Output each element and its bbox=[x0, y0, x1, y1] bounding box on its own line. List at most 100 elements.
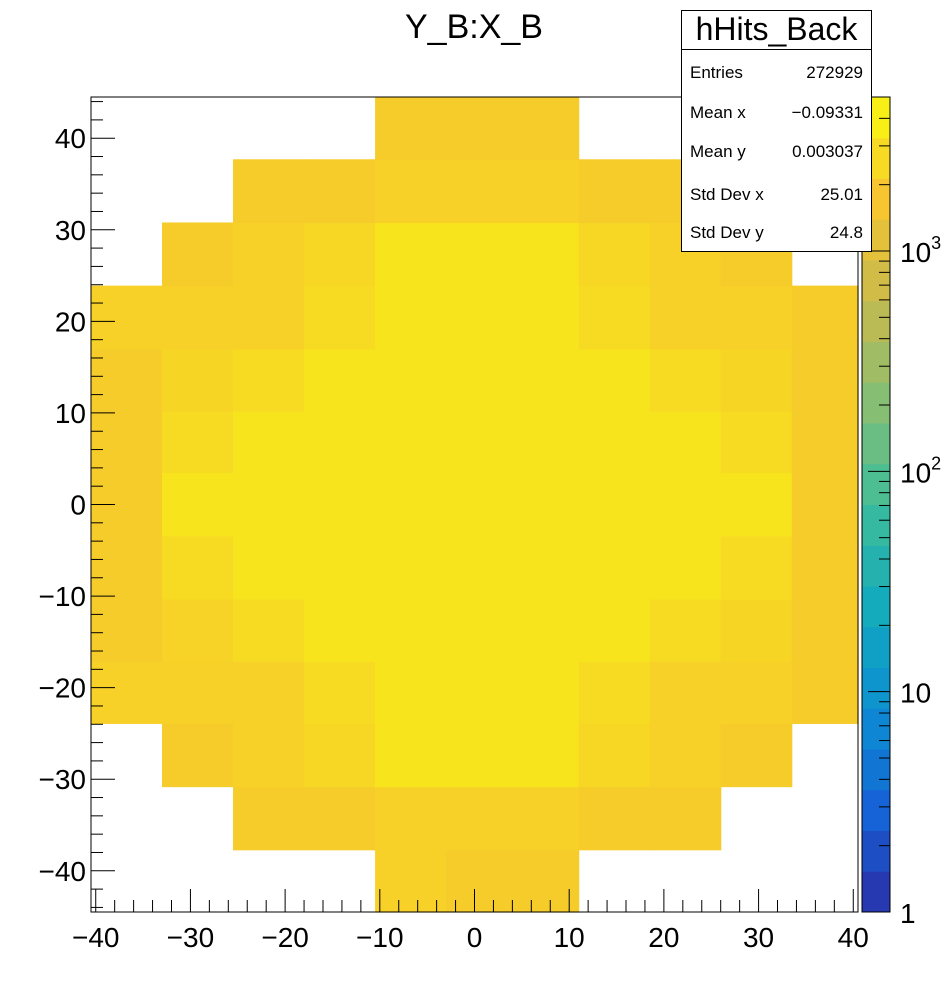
heatmap-cell bbox=[162, 535, 234, 600]
heatmap-cell bbox=[649, 723, 722, 788]
heatmap-cell bbox=[578, 786, 651, 851]
heatmap-cell bbox=[512, 535, 580, 600]
heatmap-cell bbox=[375, 285, 447, 350]
z-tick-label: 103 bbox=[900, 233, 941, 268]
stats-value: 272929 bbox=[806, 63, 863, 82]
heatmap-cell bbox=[446, 222, 513, 287]
palette-step bbox=[862, 626, 890, 668]
palette-step bbox=[862, 423, 890, 465]
palette-step bbox=[862, 667, 890, 709]
heatmap-cell bbox=[512, 222, 580, 287]
heatmap-cell bbox=[791, 411, 859, 474]
stats-label: Std Dev x bbox=[690, 185, 764, 204]
heatmap-cell bbox=[578, 411, 651, 474]
heatmap-cell bbox=[649, 411, 722, 474]
stats-box: hHits_Back Entries 272929 Mean x −0.0933… bbox=[681, 10, 872, 252]
heatmap-cell bbox=[233, 723, 305, 788]
palette-step bbox=[862, 545, 890, 587]
heatmap-cell bbox=[578, 661, 651, 724]
palette-step bbox=[862, 463, 890, 505]
stats-label: Mean y bbox=[690, 142, 746, 161]
heatmap-cell bbox=[791, 598, 859, 662]
x-tick-label: 40 bbox=[838, 922, 869, 953]
palette-step bbox=[862, 260, 890, 302]
heatmap-cell bbox=[375, 97, 447, 160]
heatmap-cell bbox=[233, 472, 305, 537]
palette-step bbox=[862, 871, 890, 913]
z-tick-label: 1 bbox=[900, 898, 916, 929]
heatmap-cell bbox=[304, 411, 376, 474]
heatmap-cell bbox=[720, 723, 793, 788]
heatmap-cell bbox=[233, 348, 305, 412]
heatmap-cell bbox=[649, 661, 722, 724]
heatmap-cell bbox=[791, 348, 859, 412]
stats-title: hHits_Back bbox=[682, 11, 871, 50]
heatmap-cell bbox=[649, 535, 722, 600]
heatmap-cell bbox=[791, 535, 859, 600]
heatmap-cell bbox=[512, 285, 580, 350]
heatmap-cell bbox=[375, 472, 447, 537]
heatmap-cell bbox=[446, 786, 513, 851]
z-tick-label: 10 bbox=[900, 678, 931, 709]
heatmap-cell bbox=[162, 222, 234, 287]
heatmap-cell bbox=[304, 535, 376, 600]
palette-step bbox=[862, 708, 890, 750]
heatmap-cell bbox=[649, 472, 722, 537]
heatmap-cells bbox=[91, 97, 859, 913]
z-tick-label: 102 bbox=[900, 453, 941, 488]
heatmap-cell bbox=[304, 159, 376, 224]
heatmap-cell bbox=[578, 598, 651, 662]
heatmap-cell bbox=[304, 661, 376, 724]
heatmap-cell bbox=[512, 723, 580, 788]
palette-step bbox=[862, 504, 890, 546]
heatmap-cell bbox=[791, 661, 859, 724]
heatmap-cell bbox=[162, 285, 234, 350]
heatmap-cell bbox=[649, 786, 722, 851]
heatmap-cell bbox=[304, 285, 376, 350]
heatmap-cell bbox=[720, 348, 793, 412]
heatmap-cell bbox=[720, 661, 793, 724]
heatmap-cell bbox=[233, 786, 305, 851]
stats-value: 25.01 bbox=[820, 185, 863, 204]
heatmap-cell bbox=[233, 222, 305, 287]
stats-value: −0.09331 bbox=[791, 103, 863, 122]
heatmap-cell bbox=[91, 598, 163, 662]
heatmap-cell bbox=[578, 285, 651, 350]
y-tick-label: −30 bbox=[39, 764, 87, 795]
heatmap-cell bbox=[446, 285, 513, 350]
heatmap-cell bbox=[720, 535, 793, 600]
heatmap-cell bbox=[304, 472, 376, 537]
heatmap-cell bbox=[649, 598, 722, 662]
heatmap-cell bbox=[375, 348, 447, 412]
y-tick-label: 0 bbox=[70, 490, 86, 521]
heatmap-cell bbox=[91, 348, 163, 412]
y-tick-label: −10 bbox=[39, 581, 87, 612]
heatmap-cell bbox=[512, 411, 580, 474]
heatmap-cell bbox=[649, 285, 722, 350]
x-axis: −40 −30 −20 −10 0 10 20 30 40 bbox=[72, 889, 869, 953]
heatmap-cell bbox=[91, 411, 163, 474]
heatmap-cell bbox=[649, 348, 722, 412]
heatmap-cell bbox=[791, 472, 859, 537]
palette-step bbox=[862, 789, 890, 831]
heatmap-cell bbox=[720, 472, 793, 537]
heatmap-cell bbox=[512, 348, 580, 412]
y-tick-label: −20 bbox=[39, 673, 87, 704]
heatmap-cell bbox=[233, 598, 305, 662]
x-tick-label: −30 bbox=[167, 922, 215, 953]
y-tick-label: 20 bbox=[55, 306, 86, 337]
heatmap-cell bbox=[375, 535, 447, 600]
heatmap-cell bbox=[375, 723, 447, 788]
heatmap-cell bbox=[578, 535, 651, 600]
heatmap-cell bbox=[304, 598, 376, 662]
heatmap-cell bbox=[578, 222, 651, 287]
heatmap-cell bbox=[512, 159, 580, 224]
stats-label: Std Dev y bbox=[690, 223, 764, 242]
heatmap-cell bbox=[162, 661, 234, 724]
y-tick-label: 10 bbox=[55, 398, 86, 429]
heatmap-cell bbox=[162, 598, 234, 662]
y-axis: −40 −30 −20 −10 0 10 20 30 40 bbox=[39, 101, 115, 908]
heatmap-cell bbox=[720, 411, 793, 474]
heatmap-cell bbox=[233, 411, 305, 474]
